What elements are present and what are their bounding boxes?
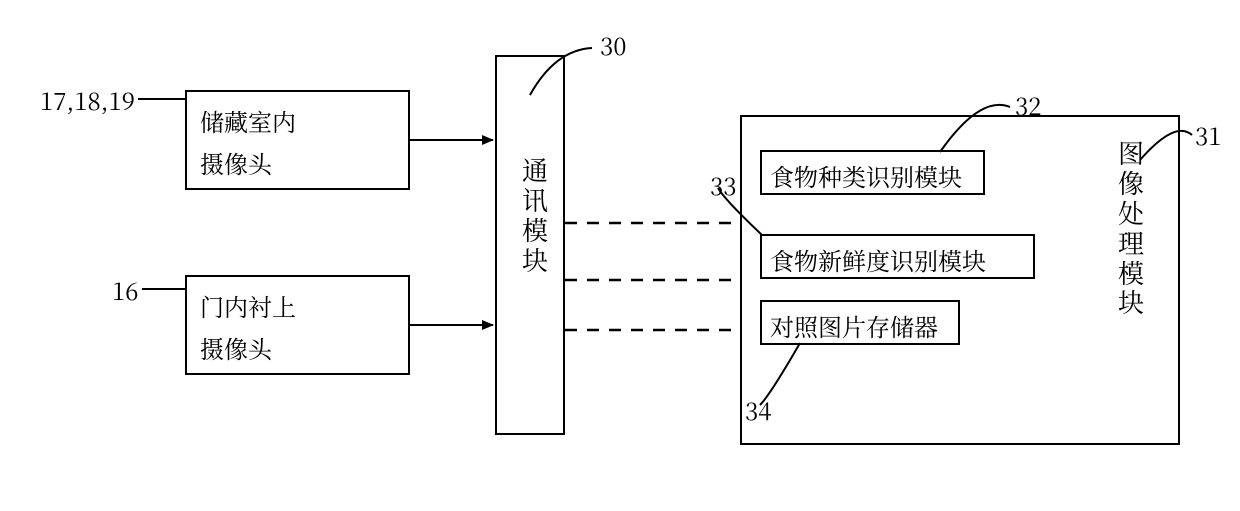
label-camera-door-line1: 门内衬上	[200, 288, 296, 323]
ref-number-17-18-19: 17,18,19	[40, 82, 135, 117]
label-camera-storage-line1: 储藏室内	[200, 103, 296, 138]
ref-number-34: 34	[745, 392, 771, 427]
ref-number-30: 30	[600, 27, 626, 62]
label-reference-image-storage: 对照图片存储器	[770, 308, 938, 343]
label-food-type-recognition: 食物种类识别模块	[770, 158, 962, 193]
label-img-proc-char: 块	[1112, 287, 1150, 317]
label-comm-module: 通 讯 模 块	[516, 155, 554, 275]
ref-number-31: 31	[1195, 117, 1221, 152]
label-camera-storage-line2: 摄像头	[200, 145, 272, 180]
label-image-processing-module: 图 像 处 理 模 块	[1112, 138, 1150, 317]
ref-number-32: 32	[1015, 87, 1041, 122]
diagram-canvas: 储藏室内 摄像头 门内衬上 摄像头 通 讯 模 块 图 像 处 理 模 块 食物…	[0, 0, 1240, 511]
label-food-freshness-recognition: 食物新鲜度识别模块	[770, 242, 986, 277]
ref-number-16: 16	[112, 272, 138, 307]
ref-number-33: 33	[710, 167, 736, 202]
label-camera-door-line2: 摄像头	[200, 330, 272, 365]
label-comm-module-char: 块	[516, 245, 554, 275]
